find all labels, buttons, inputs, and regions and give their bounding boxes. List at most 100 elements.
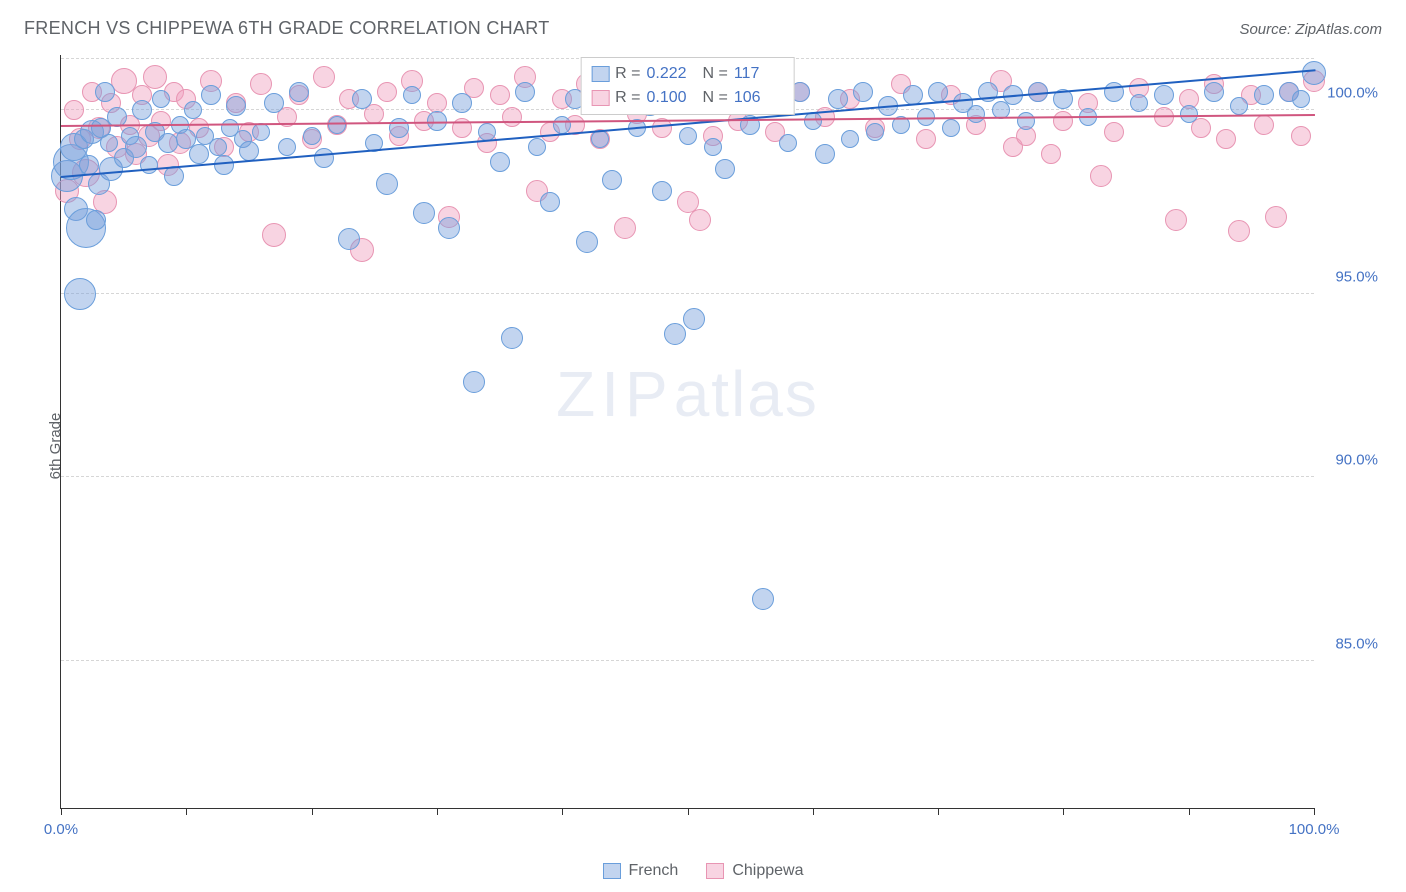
data-point xyxy=(250,73,272,95)
data-point xyxy=(1180,105,1198,123)
data-point xyxy=(1041,144,1061,164)
legend-r-value: 0.100 xyxy=(647,86,697,110)
data-point xyxy=(602,170,622,190)
watermark-atlas: atlas xyxy=(674,358,819,430)
data-point xyxy=(779,134,797,152)
gridline-h xyxy=(61,293,1314,294)
x-tick xyxy=(186,808,187,815)
legend-r-label: R = xyxy=(615,62,640,86)
x-tick xyxy=(437,808,438,815)
data-point xyxy=(591,130,609,148)
legend-row: R =0.222N =117 xyxy=(591,62,784,86)
x-tick xyxy=(688,808,689,815)
data-point xyxy=(715,159,735,179)
data-point xyxy=(866,123,884,141)
data-point xyxy=(1130,94,1148,112)
data-point xyxy=(916,129,936,149)
data-point xyxy=(1154,85,1174,105)
y-tick-label: 100.0% xyxy=(1327,85,1378,102)
chart-area: 6th Grade ZIPatlas R =0.222N =117R =0.10… xyxy=(50,55,1384,837)
data-point xyxy=(314,148,334,168)
data-point xyxy=(815,144,835,164)
legend-swatch xyxy=(706,863,724,879)
data-point xyxy=(100,134,118,152)
data-point xyxy=(853,82,873,102)
data-point xyxy=(452,93,472,113)
data-point xyxy=(376,173,398,195)
data-point xyxy=(1154,107,1174,127)
x-tick xyxy=(938,808,939,815)
data-point xyxy=(1228,220,1250,242)
data-point xyxy=(1292,90,1310,108)
data-point xyxy=(64,278,96,310)
data-point xyxy=(942,119,960,137)
trend-line xyxy=(61,114,1315,127)
legend-series-label: Chippewa xyxy=(732,862,803,880)
data-point xyxy=(226,96,246,116)
x-tick xyxy=(61,808,62,815)
data-point xyxy=(209,138,227,156)
data-point xyxy=(86,210,106,230)
data-point xyxy=(1265,206,1287,228)
data-point xyxy=(189,144,209,164)
data-point xyxy=(289,82,309,102)
data-point xyxy=(132,100,152,120)
data-point xyxy=(413,202,435,224)
gridline-h xyxy=(61,660,1314,661)
data-point xyxy=(515,82,535,102)
data-point xyxy=(553,116,571,134)
legend-correlation: R =0.222N =117R =0.100N =106 xyxy=(580,57,795,115)
data-point xyxy=(752,588,774,610)
data-point xyxy=(928,82,948,102)
watermark: ZIPatlas xyxy=(556,357,819,431)
data-point xyxy=(201,85,221,105)
legend-n-label: N = xyxy=(703,62,728,86)
data-point xyxy=(214,155,234,175)
data-point xyxy=(264,93,284,113)
data-point xyxy=(184,101,202,119)
data-point xyxy=(490,85,510,105)
data-point xyxy=(576,231,598,253)
data-point xyxy=(403,86,421,104)
legend-n-label: N = xyxy=(703,86,728,110)
data-point xyxy=(841,130,859,148)
data-point xyxy=(490,152,510,172)
data-point xyxy=(1053,111,1073,131)
data-point xyxy=(1254,85,1274,105)
legend-series: FrenchChippewa xyxy=(0,862,1406,880)
data-point xyxy=(164,166,184,186)
data-point xyxy=(427,93,447,113)
data-point xyxy=(528,138,546,156)
data-point xyxy=(1254,115,1274,135)
data-point xyxy=(239,141,259,161)
watermark-zip: ZIP xyxy=(556,358,674,430)
y-tick-label: 90.0% xyxy=(1335,452,1378,469)
data-point xyxy=(502,107,522,127)
data-point xyxy=(828,89,848,109)
data-point xyxy=(967,105,985,123)
legend-row: R =0.100N =106 xyxy=(591,86,784,110)
data-point xyxy=(1165,209,1187,231)
data-point xyxy=(377,82,397,102)
data-point xyxy=(652,181,672,201)
x-tick-label: 0.0% xyxy=(44,821,78,838)
data-point xyxy=(683,308,705,330)
x-tick xyxy=(1063,808,1064,815)
data-point xyxy=(689,209,711,231)
data-point xyxy=(328,116,346,134)
legend-swatch xyxy=(591,90,609,106)
data-point xyxy=(804,112,822,130)
data-point xyxy=(540,192,560,212)
data-point xyxy=(352,89,372,109)
data-point xyxy=(1191,118,1211,138)
data-point xyxy=(438,217,460,239)
y-tick-label: 85.0% xyxy=(1335,636,1378,653)
chart-title: FRENCH VS CHIPPEWA 6TH GRADE CORRELATION… xyxy=(24,18,550,39)
plot-area: ZIPatlas R =0.222N =117R =0.100N =106 85… xyxy=(60,55,1314,809)
data-point xyxy=(1291,126,1311,146)
data-point xyxy=(1204,82,1224,102)
data-point xyxy=(1017,112,1035,130)
data-point xyxy=(614,217,636,239)
legend-r-label: R = xyxy=(615,86,640,110)
data-point xyxy=(1104,82,1124,102)
